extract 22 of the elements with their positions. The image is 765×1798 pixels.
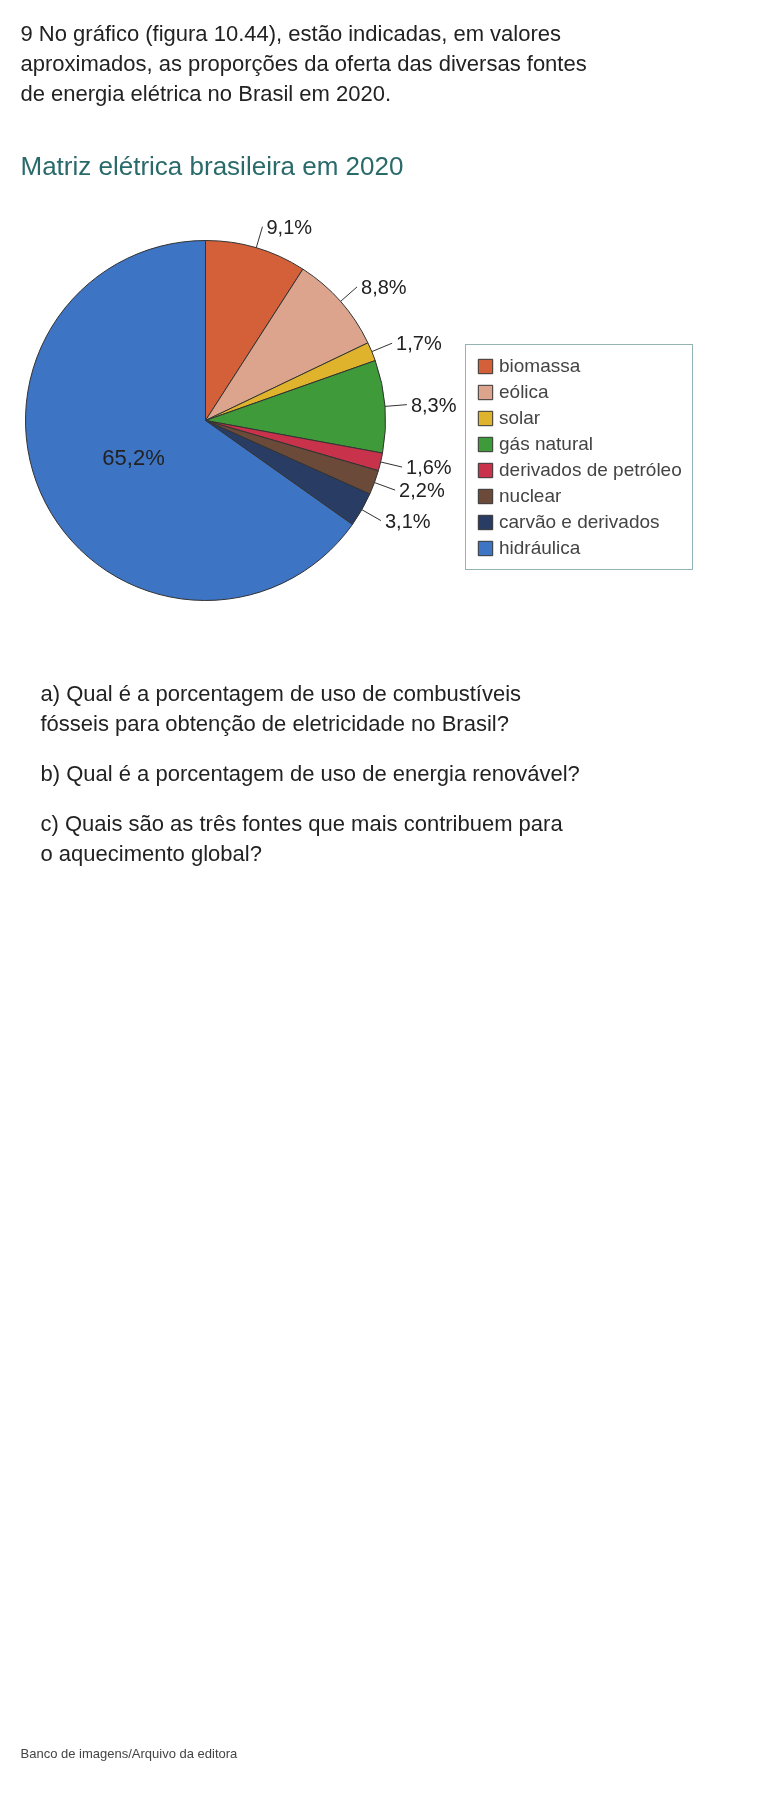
legend-label: hidráulica [499,537,581,559]
data-label: 2,2% [399,479,445,502]
data-label: 3,1% [384,509,431,532]
data-label: 65,2% [102,445,165,471]
text: a) Qual é a porcentagem de uso de combustíveis fósseis para obtenção de eletricidade no Brasil? [40,680,522,736]
legend-label: eólica [499,381,549,403]
legend-label: solar [499,407,541,429]
text: c) Quais são as três fontes que mais contribuem para o aquecimento global? [40,810,564,866]
text: Banco de imagens/Arquivo da editora [20,1745,239,1761]
legend-label: derivados de petróleo [499,459,682,481]
legend-label: nuclear [499,485,562,507]
data-label: 8,3% [410,393,457,416]
data-label: 8,8% [361,275,407,298]
legend-label: carvão e derivados [499,511,660,533]
legend-label: biomassa [499,355,581,377]
data-label: 1,7% [396,332,442,355]
data-label: 1,6% [406,456,452,479]
data-label: 9,1% [266,215,313,238]
text: 9 No gráfico (figura 10.44), estão indicadas, em valores aproximados, as proporções da oferta das diversas fontes de energia elétrica no Brasil em 2020. [20,20,587,106]
text: b) Qual é a porcentagem de uso de energia renovável? [40,760,580,786]
legend-label: gás natural [499,433,594,455]
chart-title: Matriz elétrica brasileira em 2020 [20,150,404,181]
